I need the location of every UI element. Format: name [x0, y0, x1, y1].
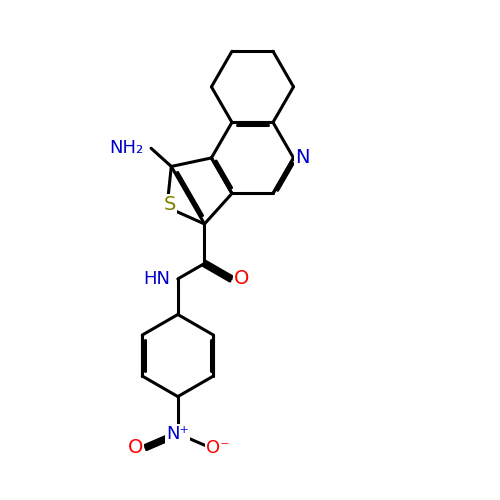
Text: S: S [164, 196, 175, 214]
Text: O: O [234, 270, 250, 288]
Text: HN: HN [144, 270, 171, 288]
Text: N: N [295, 148, 310, 168]
Text: N⁺: N⁺ [166, 424, 190, 442]
Text: O: O [128, 438, 144, 457]
Text: O⁻: O⁻ [206, 438, 229, 456]
Text: NH₂: NH₂ [110, 140, 144, 158]
